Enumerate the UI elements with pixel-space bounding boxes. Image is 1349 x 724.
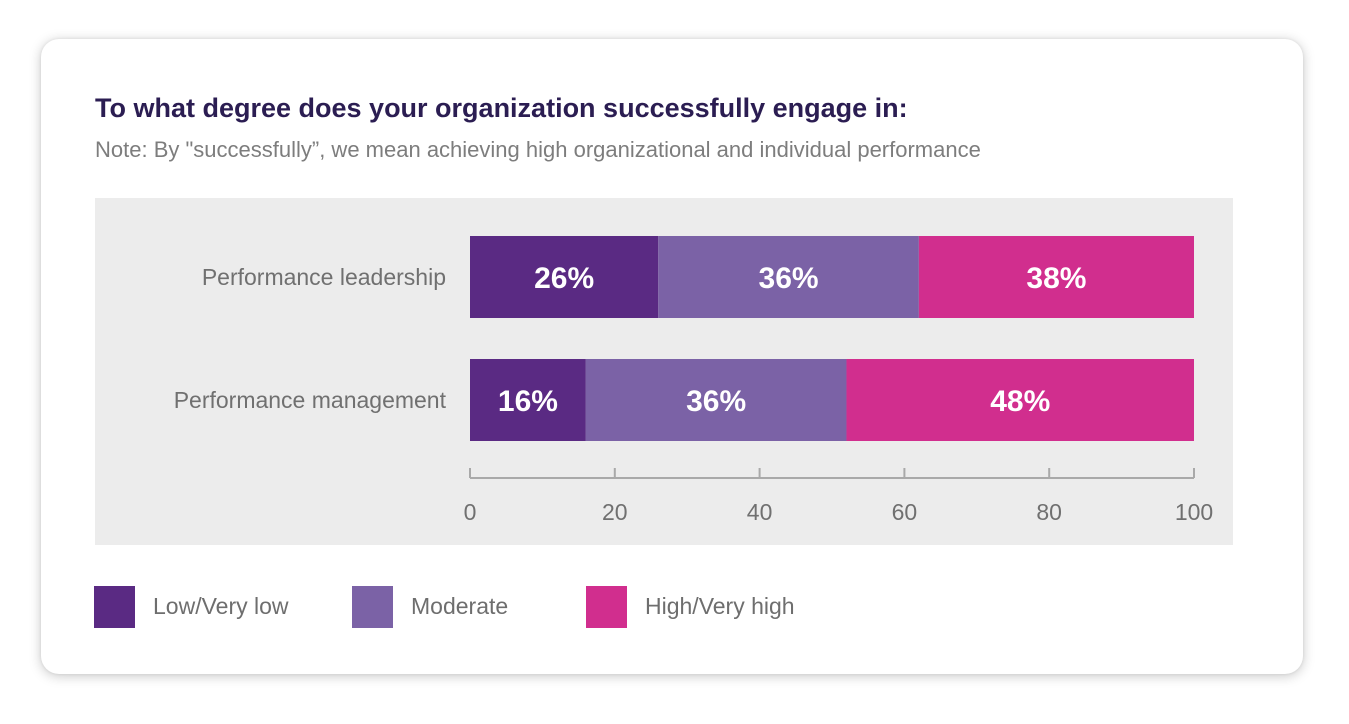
bar-segment [470,359,586,441]
legend-label-moderate: Moderate [411,593,509,619]
x-tick-label: 100 [1175,499,1213,525]
x-tick-label: 20 [602,499,628,525]
bar-segment [470,236,659,318]
category-label: Performance leadership [202,264,446,290]
chart-title: To what degree does your organization su… [95,93,908,123]
bar-segment [585,359,847,441]
legend-swatch-high [586,586,627,628]
bar-segment [658,236,919,318]
data-label: 36% [759,262,819,295]
data-label: 26% [534,262,594,295]
data-label: 48% [990,385,1050,418]
x-tick-label: 80 [1036,499,1062,525]
chart-subtitle: Note: By "successfully”, we mean achievi… [95,137,981,162]
data-label: 36% [686,385,746,418]
bar-segment [918,236,1194,318]
legend-swatch-low [94,586,135,628]
category-label: Performance management [174,387,447,413]
x-tick-label: 60 [892,499,918,525]
legend-swatch-moderate [352,586,393,628]
x-tick-label: 0 [464,499,477,525]
data-label: 38% [1026,262,1086,295]
data-label: 16% [498,385,558,418]
legend-label-high: High/Very high [645,593,795,619]
legend-label-low: Low/Very low [153,593,289,619]
bar-segment [846,359,1194,441]
x-tick-label: 40 [747,499,773,525]
